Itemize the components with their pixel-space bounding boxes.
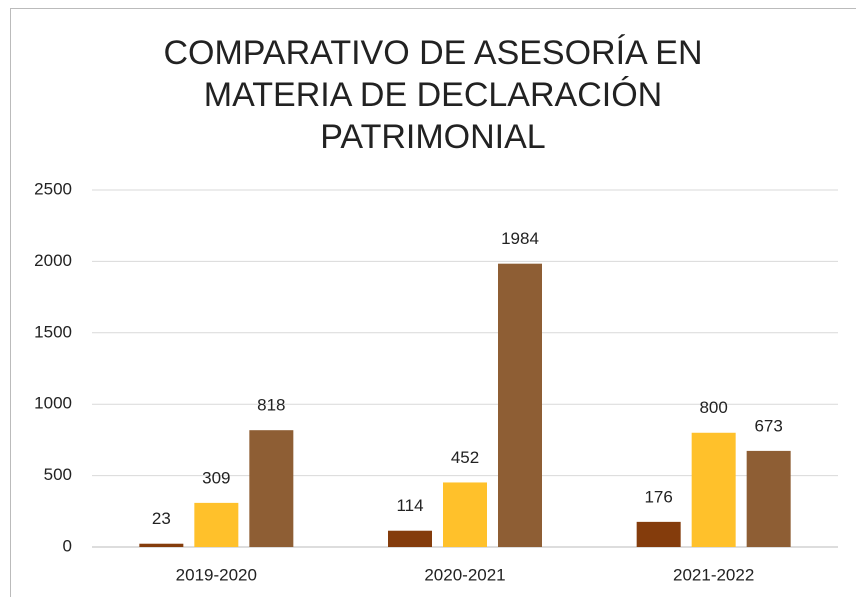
bar: [443, 482, 487, 547]
y-tick-label: 0: [63, 536, 72, 555]
bar: [636, 521, 681, 547]
y-tick-label: 2000: [34, 251, 72, 270]
chart-title: MATERIA DE DECLARACIÓN: [204, 76, 662, 114]
value-label: 23: [152, 509, 171, 528]
value-label: 176: [644, 487, 672, 506]
bar: [691, 432, 736, 547]
bar: [139, 543, 184, 547]
value-label: 800: [699, 398, 727, 417]
bar: [498, 263, 542, 547]
y-tick-label: 1000: [34, 394, 72, 413]
bar: [388, 530, 432, 547]
value-label: 309: [202, 468, 230, 487]
y-tick-label: 2500: [34, 179, 72, 198]
chart-title: PATRIMONIAL: [320, 118, 545, 156]
x-tick-label: 2021-2022: [673, 565, 754, 584]
bar: [249, 430, 294, 547]
value-label: 114: [396, 496, 423, 515]
bar: [746, 450, 791, 547]
x-tick-label: 2020-2021: [424, 565, 505, 584]
chart-border: [10, 8, 856, 597]
value-label: 673: [754, 416, 782, 435]
value-label: 818: [257, 396, 285, 415]
value-label: 452: [451, 448, 479, 467]
y-tick-label: 500: [44, 465, 72, 484]
x-tick-label: 2019-2020: [176, 565, 257, 584]
y-tick-label: 1500: [34, 322, 72, 341]
chart-title: COMPARATIVO DE ASESORÍA EN: [163, 34, 702, 72]
bar: [194, 502, 239, 547]
value-label: 1984: [501, 229, 539, 248]
